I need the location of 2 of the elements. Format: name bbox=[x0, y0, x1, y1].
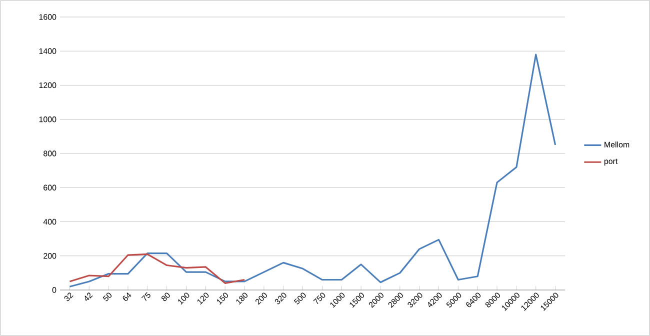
line-series bbox=[68, 54, 556, 288]
line-series bbox=[68, 253, 246, 284]
